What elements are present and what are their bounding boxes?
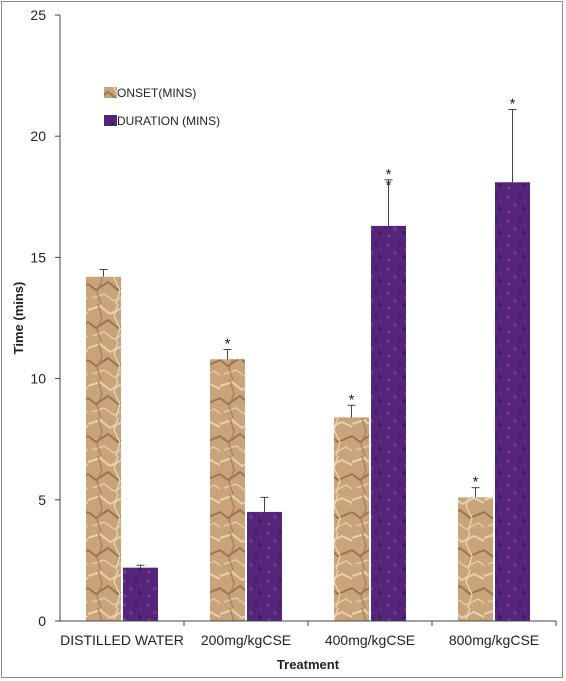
y-tick-label: 25 — [30, 7, 46, 23]
y-tick-label: 0 — [38, 613, 46, 629]
x-tick-label: 400mg/kgCSE — [325, 632, 415, 648]
bar-onset — [210, 359, 245, 621]
bar-onset — [458, 497, 493, 621]
legend-label-onset: ONSET(MINS) — [117, 86, 196, 100]
significance-marker: * — [386, 166, 392, 183]
bar-duration — [371, 225, 406, 621]
legend-label-duration: DURATION (MINS) — [117, 114, 220, 128]
x-axis-title: Treatment — [277, 657, 340, 672]
x-tick-label: 200mg/kgCSE — [201, 632, 291, 648]
x-tick-label: DISTILLED WATER — [60, 632, 184, 648]
legend-swatch-duration — [104, 115, 117, 126]
y-tick-label: 15 — [30, 249, 46, 265]
x-tick-label: 800mg/kgCSE — [449, 632, 539, 648]
significance-marker: * — [225, 336, 231, 353]
y-tick-label: 5 — [38, 492, 46, 508]
significance-marker: * — [473, 474, 479, 491]
bar-onset — [86, 276, 121, 621]
legend-swatch-onset — [104, 87, 117, 98]
legend: ONSET(MINS) DURATION (MINS) — [104, 86, 220, 128]
bar-duration — [247, 511, 282, 621]
bar-duration — [123, 567, 158, 621]
significance-marker: * — [510, 96, 516, 113]
y-axis-title: Time (mins) — [11, 282, 26, 355]
bar-onset — [334, 417, 369, 621]
bar-duration — [495, 182, 530, 622]
y-tick-label: 20 — [30, 128, 46, 144]
significance-marker: * — [386, 177, 392, 194]
y-tick-label: 10 — [30, 371, 46, 387]
significance-marker: * — [349, 391, 355, 408]
